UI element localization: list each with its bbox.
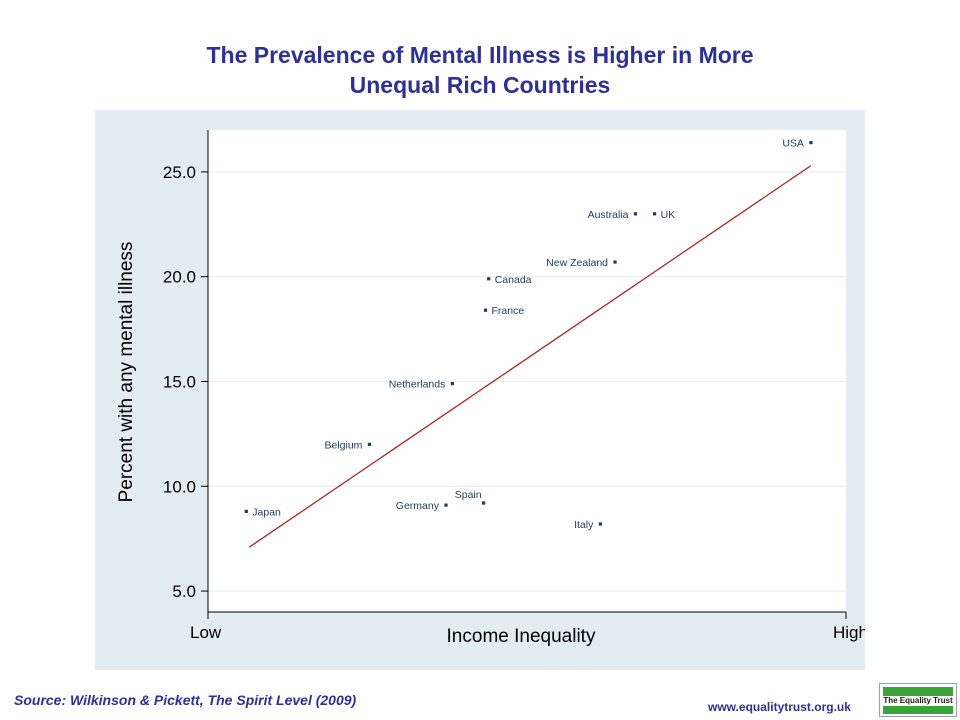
point-label-spain: Spain — [455, 489, 482, 501]
chart-title-line-2: Unequal Rich Countries — [349, 72, 611, 98]
equality-trust-logo: The Equality Trust — [879, 683, 957, 717]
chart-panel: 5.0 10.0 15.0 20.0 25.0 Low High USA Australia… — [95, 110, 865, 670]
data-point-new-zealand — [613, 260, 617, 264]
logo-text: The Equality Trust — [883, 696, 953, 705]
point-label-germany: Germany — [396, 500, 440, 512]
point-label-usa: USA — [782, 138, 804, 150]
data-point-belgium — [367, 442, 372, 446]
data-point-netherlands — [450, 381, 454, 386]
scatter-chart: 5.0 10.0 15.0 20.0 25.0 Low High USA Australia… — [116, 130, 865, 647]
x-tick-label: Low — [190, 623, 222, 642]
data-points: USA Australia UK New Zealand Canada France Net… — [244, 138, 813, 531]
data-point-france — [483, 308, 488, 312]
point-label-new-zealand: New Zealand — [546, 257, 608, 269]
data-point-germany — [444, 503, 448, 507]
data-point-italy — [598, 522, 602, 526]
data-point-spain — [482, 501, 486, 505]
point-label-italy: Italy — [574, 519, 594, 531]
chart-title: The Prevalence of Mental Illness is High… — [0, 40, 960, 100]
y-axis-label: Percent with any mental illness — [116, 242, 137, 503]
y-tick-label: 10.0 — [163, 477, 196, 496]
data-point-canada — [487, 277, 491, 281]
data-point-usa — [809, 140, 813, 145]
gridlines — [208, 171, 846, 592]
point-label-australia: Australia — [588, 209, 629, 221]
point-label-uk: UK — [661, 209, 676, 221]
point-label-belgium: Belgium — [324, 439, 362, 451]
x-axis-ticks: Low High — [190, 612, 865, 642]
point-label-france: France — [492, 305, 525, 317]
data-point-uk — [653, 212, 657, 216]
y-tick-label: 25.0 — [163, 163, 196, 182]
trend-line — [249, 165, 812, 548]
y-tick-label: 15.0 — [163, 372, 196, 391]
plot-area — [208, 130, 846, 612]
point-label-netherlands: Netherlands — [389, 379, 446, 391]
logo-stripe-bottom — [883, 706, 953, 714]
point-label-japan: Japan — [252, 506, 281, 518]
y-tick-label: 20.0 — [163, 268, 196, 287]
x-tick-label: High — [833, 623, 865, 642]
logo-stripe-top — [883, 687, 953, 696]
website-link[interactable]: www.equalitytrust.org.uk — [708, 700, 851, 714]
point-label-canada: Canada — [495, 274, 532, 286]
chart-title-line-1: The Prevalence of Mental Illness is High… — [206, 42, 754, 68]
x-axis-label: Income Inequality — [447, 626, 596, 647]
data-point-japan — [244, 509, 248, 514]
y-axis-ticks: 5.0 10.0 15.0 20.0 25.0 — [163, 163, 208, 601]
data-point-australia — [633, 212, 638, 216]
y-tick-label: 5.0 — [172, 582, 196, 601]
source-citation: Source: Wilkinson & Pickett, The Spirit … — [14, 692, 357, 708]
